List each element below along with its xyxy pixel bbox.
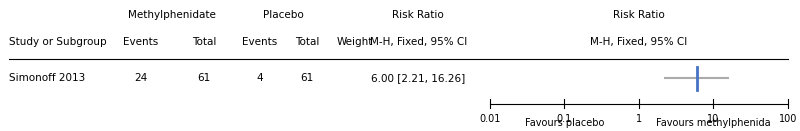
Text: 0.1: 0.1 [557, 114, 572, 124]
Text: Risk Ratio: Risk Ratio [393, 10, 444, 20]
Text: Total: Total [295, 37, 319, 47]
Text: 0.01: 0.01 [479, 114, 501, 124]
Text: 61: 61 [198, 73, 210, 83]
Text: 10: 10 [707, 114, 719, 124]
Text: 1: 1 [636, 114, 642, 124]
Text: Placebo: Placebo [263, 10, 304, 20]
Text: 4: 4 [256, 73, 263, 83]
Text: 6.00 [2.21, 16.26]: 6.00 [2.21, 16.26] [371, 73, 466, 83]
Text: Risk Ratio: Risk Ratio [613, 10, 665, 20]
Text: Study or Subgroup: Study or Subgroup [10, 37, 107, 47]
Text: 24: 24 [134, 73, 147, 83]
Text: Methylphenidate: Methylphenidate [128, 10, 216, 20]
Text: Total: Total [192, 37, 216, 47]
Text: Favours placebo: Favours placebo [525, 118, 604, 128]
Text: M-H, Fixed, 95% CI: M-H, Fixed, 95% CI [370, 37, 467, 47]
Text: Simonoff 2013: Simonoff 2013 [10, 73, 86, 83]
Text: 100: 100 [778, 114, 797, 124]
Text: Favours methylphenida: Favours methylphenida [656, 118, 770, 128]
Text: Events: Events [122, 37, 158, 47]
Text: Events: Events [242, 37, 277, 47]
Text: Weight: Weight [337, 37, 373, 47]
Text: 61: 61 [301, 73, 314, 83]
Text: M-H, Fixed, 95% CI: M-H, Fixed, 95% CI [590, 37, 687, 47]
